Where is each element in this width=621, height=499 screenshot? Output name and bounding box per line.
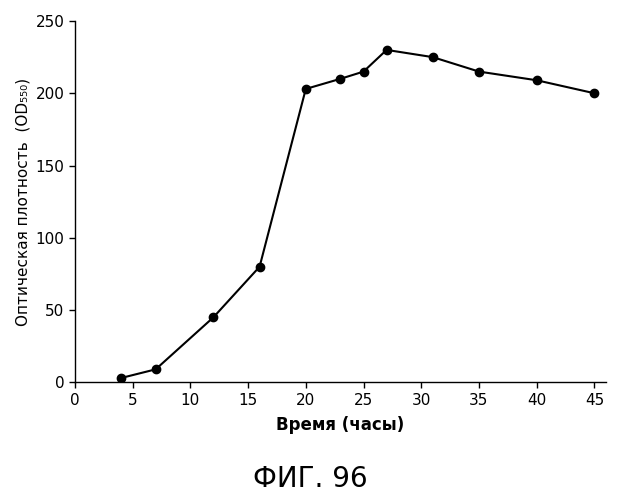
X-axis label: Время (часы): Время (часы): [276, 416, 404, 434]
Y-axis label: Оптическая плотность  (OD₅₅₀): Оптическая плотность (OD₅₅₀): [15, 78, 30, 326]
Text: ФИГ. 96: ФИГ. 96: [253, 465, 368, 493]
